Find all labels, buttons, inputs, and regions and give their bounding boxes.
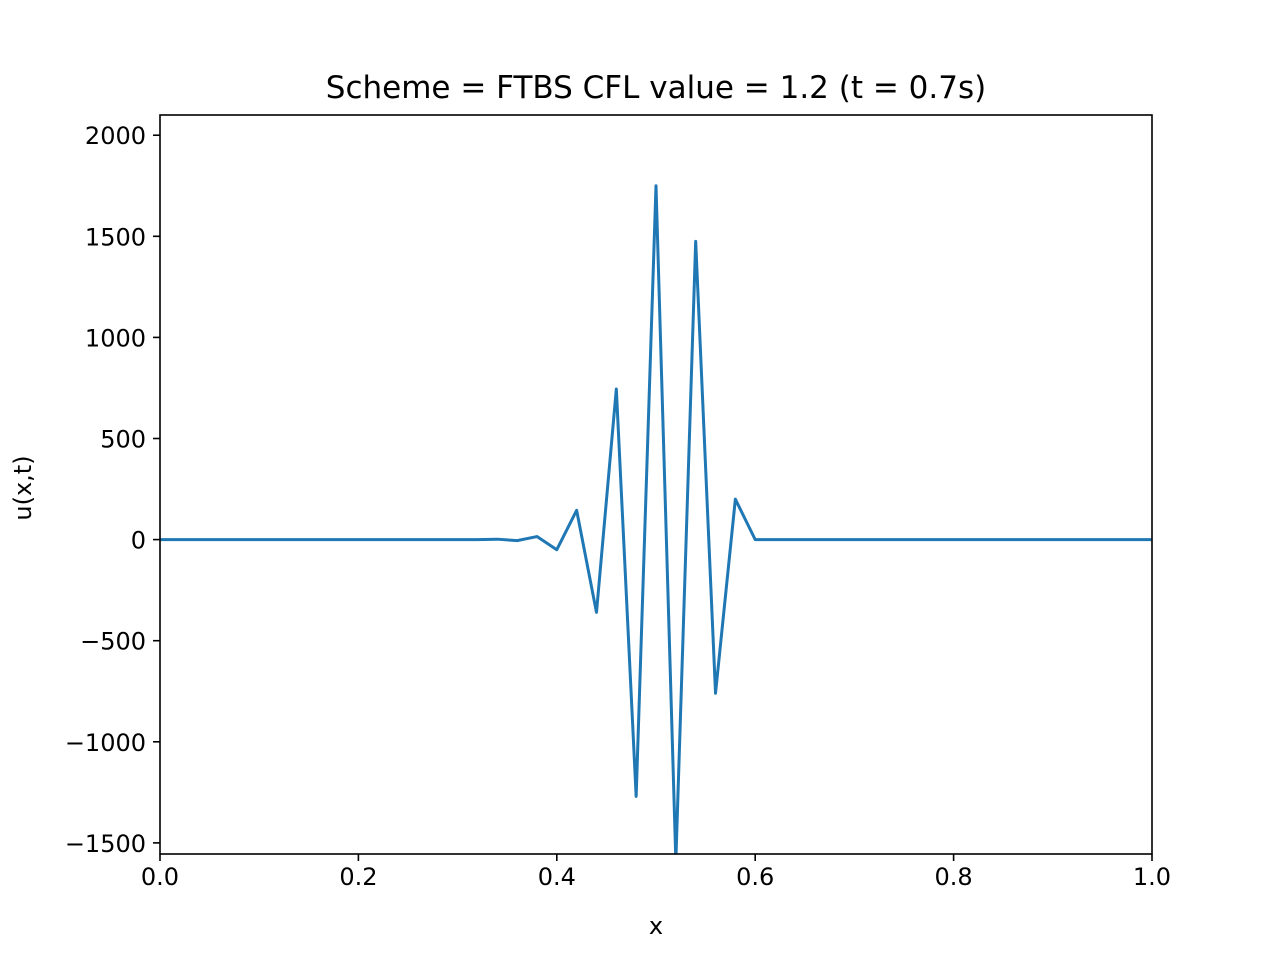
y-tick-label: 1500 [85, 223, 146, 251]
x-tick-label: 0.4 [538, 863, 576, 891]
plot-frame [159, 114, 1153, 855]
y-tick-label: 1000 [85, 324, 146, 352]
chart-title: Scheme = FTBS CFL value = 1.2 (t = 0.7s) [326, 70, 986, 106]
x-tick-label: 0.2 [339, 863, 377, 891]
y-tick-label: 2000 [85, 122, 146, 150]
ticks-layer: 0.0 0.2 0.4 0.6 0.8 1.0 −1500 −1000 −500 0 500 1000… [65, 122, 1171, 891]
x-axis-label: x [649, 912, 663, 940]
y-tick-label: −1000 [65, 729, 146, 757]
x-tick-label: 0.6 [736, 863, 774, 891]
plot-data-layer [160, 184, 1152, 854]
y-axis-label: u(x,t) [9, 455, 37, 520]
y-tick-label: −500 [80, 628, 146, 656]
x-tick-label: 0.8 [935, 863, 973, 891]
y-tick-label: −1500 [65, 830, 146, 858]
y-tick-label: 0 [131, 527, 146, 555]
x-tick-label: 0.0 [141, 863, 179, 891]
y-tick-label: 500 [100, 426, 146, 454]
x-tick-label: 1.0 [1133, 863, 1171, 891]
series-line [160, 184, 1152, 854]
